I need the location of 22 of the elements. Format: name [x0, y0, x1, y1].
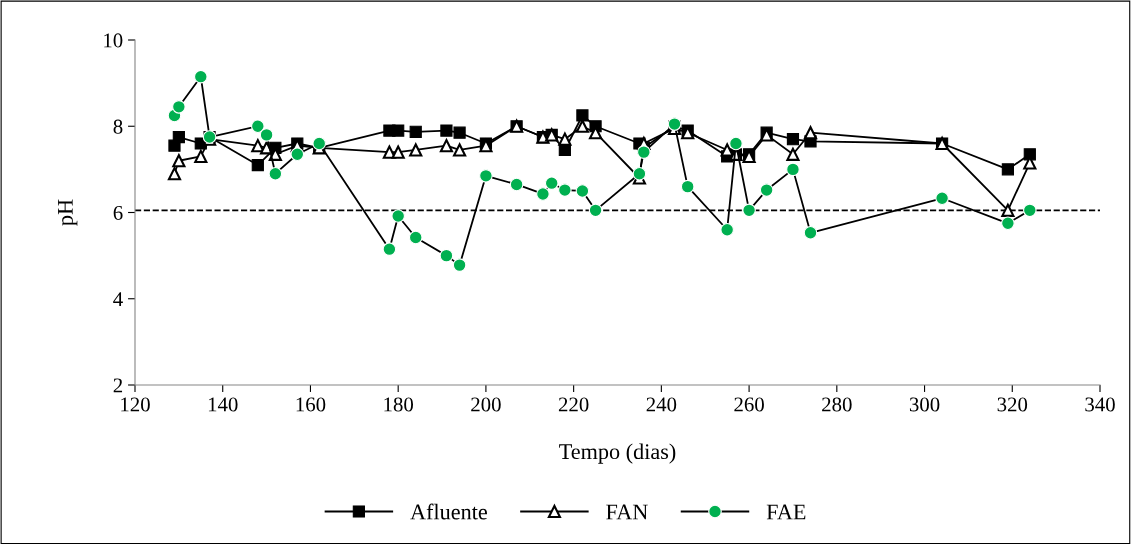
x-tick-label: 280: [822, 397, 852, 412]
x-tick-label: 200: [471, 397, 501, 412]
x-tick-label: 340: [1085, 397, 1115, 412]
y-tick-label: 8: [113, 119, 123, 134]
y-tick-label: 2: [113, 378, 123, 393]
legend-label: Afluente: [410, 503, 487, 520]
y-tick-label: 6: [113, 205, 123, 220]
y-tick-label: 10: [104, 33, 123, 48]
x-tick-label: 140: [208, 397, 238, 412]
legend-label: FAN: [606, 504, 648, 520]
x-tick-label: 300: [909, 397, 940, 412]
legend-label: FAE: [766, 504, 806, 520]
x-tick-label: 260: [734, 397, 764, 412]
x-tick-label: 220: [558, 397, 589, 412]
x-tick-label: 160: [296, 397, 326, 412]
x-tick-label: 320: [997, 397, 1028, 412]
x-axis-title: Tempo (dias): [559, 443, 676, 464]
x-tick-label: 120: [121, 397, 150, 412]
x-tick-label: 240: [646, 397, 677, 412]
y-axis-title: pH: [58, 199, 78, 226]
x-tick-label: 180: [384, 397, 414, 412]
y-tick-label: 4: [113, 292, 123, 306]
